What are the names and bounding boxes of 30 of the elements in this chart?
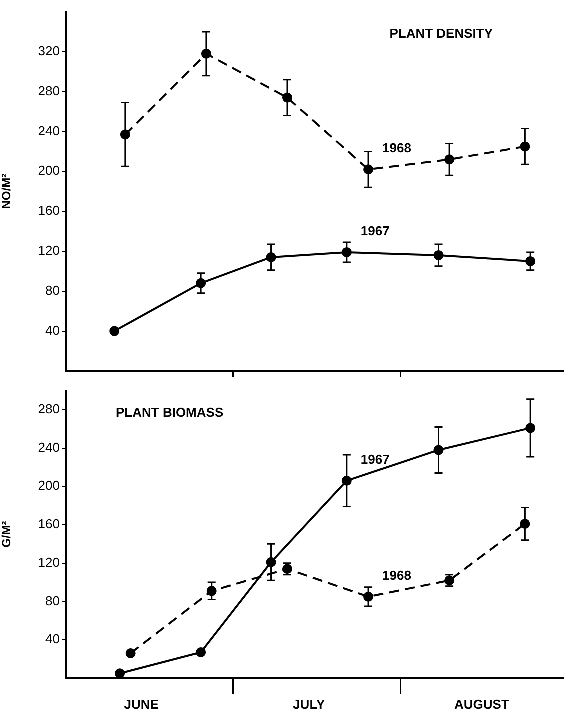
y-tick-label: 280 [38,402,60,417]
y-tick-label: 120 [38,554,60,570]
x-tick-label: JUNE [124,696,160,712]
y-tick-label: 200 [38,478,60,494]
y-tick-label: 40 [46,322,60,338]
point [115,668,126,678]
y-axis-title: NO/M² [0,174,14,210]
series-label: 1968 [382,568,412,583]
series-label: 1968 [382,140,412,156]
series-label: 1967 [360,452,390,467]
y-tick-label: 160 [38,203,60,218]
y-tick-label: 160 [38,516,60,532]
y-tick-label: 40 [46,632,60,647]
point [126,648,136,658]
text: PLANT DENSITY [390,26,494,42]
point [196,648,206,658]
point [110,326,120,336]
y-tick-label: 320 [38,43,60,58]
series-label: 1967 [360,224,390,239]
y-tick-label: 240 [38,440,60,455]
y-tick-label: 200 [38,163,60,178]
y-tick-label: 120 [38,243,60,258]
y-tick-label: 240 [38,123,60,138]
y-axis-title: G/M² [0,521,14,548]
text: PLANT BIOMASS [116,404,224,420]
x-tick-label: JULY [293,696,326,712]
x-tick-label: AUGUST [454,696,510,712]
y-tick-label: 80 [46,282,60,298]
y-tick-label: 280 [38,83,60,98]
y-tick-label: 80 [46,593,60,608]
